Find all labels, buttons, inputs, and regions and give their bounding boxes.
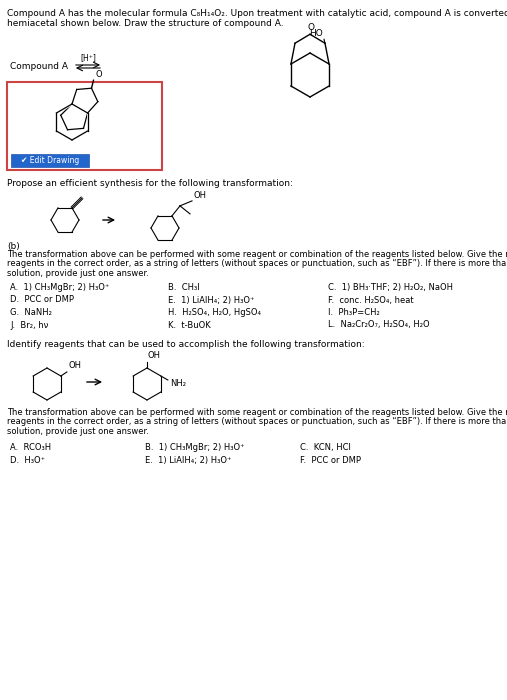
Text: NH₂: NH₂ [170, 379, 186, 388]
Text: Propose an efficient synthesis for the following transformation:: Propose an efficient synthesis for the f… [7, 179, 293, 188]
Text: D.  PCC or DMP: D. PCC or DMP [10, 295, 74, 304]
Text: ✔ Edit Drawing: ✔ Edit Drawing [21, 156, 79, 165]
Text: OH: OH [193, 191, 206, 200]
Text: O: O [308, 23, 314, 32]
Bar [7, 82, 162, 170]
Text: solution, provide just one answer.: solution, provide just one answer. [7, 269, 149, 278]
Text: HO: HO [309, 29, 323, 38]
Text: Compound A: Compound A [10, 62, 68, 71]
Text: A.  RCO₃H: A. RCO₃H [10, 443, 51, 452]
Text: D.  H₃O⁺: D. H₃O⁺ [10, 456, 45, 465]
Text: K.  t-BuOK: K. t-BuOK [168, 321, 211, 330]
Text: H.  H₂SO₄, H₂O, HgSO₄: H. H₂SO₄, H₂O, HgSO₄ [168, 308, 261, 317]
Text: reagents in the correct order, as a string of letters (without spaces or punctua: reagents in the correct order, as a stri… [7, 260, 507, 269]
Text: [H⁺]: [H⁺] [80, 53, 96, 62]
Text: Identify reagents that can be used to accomplish the following transformation:: Identify reagents that can be used to ac… [7, 340, 365, 349]
Text: OH: OH [69, 361, 82, 370]
Text: B.  1) CH₃MgBr; 2) H₃O⁺: B. 1) CH₃MgBr; 2) H₃O⁺ [145, 443, 244, 452]
Text: J.  Br₂, hν: J. Br₂, hν [10, 321, 48, 330]
Text: F.  conc. H₂SO₄, heat: F. conc. H₂SO₄, heat [328, 295, 414, 304]
Text: I.  Ph₃P=CH₂: I. Ph₃P=CH₂ [328, 308, 380, 317]
Text: B.  CH₃I: B. CH₃I [168, 283, 200, 292]
Text: L.  Na₂Cr₂O₇, H₂SO₄, H₂O: L. Na₂Cr₂O₇, H₂SO₄, H₂O [328, 321, 429, 330]
Text: E.  1) LiAlH₄; 2) H₃O⁺: E. 1) LiAlH₄; 2) H₃O⁺ [168, 295, 255, 304]
Text: G.  NaNH₂: G. NaNH₂ [10, 308, 52, 317]
Text: F.  PCC or DMP: F. PCC or DMP [300, 456, 361, 465]
Text: The transformation above can be performed with some reagent or combination of th: The transformation above can be performe… [7, 250, 507, 259]
Text: (b): (b) [7, 242, 20, 251]
Text: hemiacetal shown below. Draw the structure of compound A.: hemiacetal shown below. Draw the structu… [7, 19, 283, 28]
Text: Compound A has the molecular formula C₈H₁₄O₂. Upon treatment with catalytic acid: Compound A has the molecular formula C₈H… [7, 9, 507, 18]
Text: reagents in the correct order, as a string of letters (without spaces or punctua: reagents in the correct order, as a stri… [7, 417, 507, 426]
Text: solution, provide just one answer.: solution, provide just one answer. [7, 427, 149, 436]
Text: A.  1) CH₃MgBr; 2) H₃O⁺: A. 1) CH₃MgBr; 2) H₃O⁺ [10, 283, 110, 292]
Text: O: O [95, 70, 102, 79]
Text: The transformation above can be performed with some reagent or combination of th: The transformation above can be performe… [7, 408, 507, 417]
Text: C.  KCN, HCl: C. KCN, HCl [300, 443, 351, 452]
Text: C.  1) BH₃·THF; 2) H₂O₂, NaOH: C. 1) BH₃·THF; 2) H₂O₂, NaOH [328, 283, 453, 292]
Text: E.  1) LiAlH₄; 2) H₃O⁺: E. 1) LiAlH₄; 2) H₃O⁺ [145, 456, 232, 465]
Bar [11, 154, 89, 167]
Text: OH: OH [148, 351, 161, 360]
